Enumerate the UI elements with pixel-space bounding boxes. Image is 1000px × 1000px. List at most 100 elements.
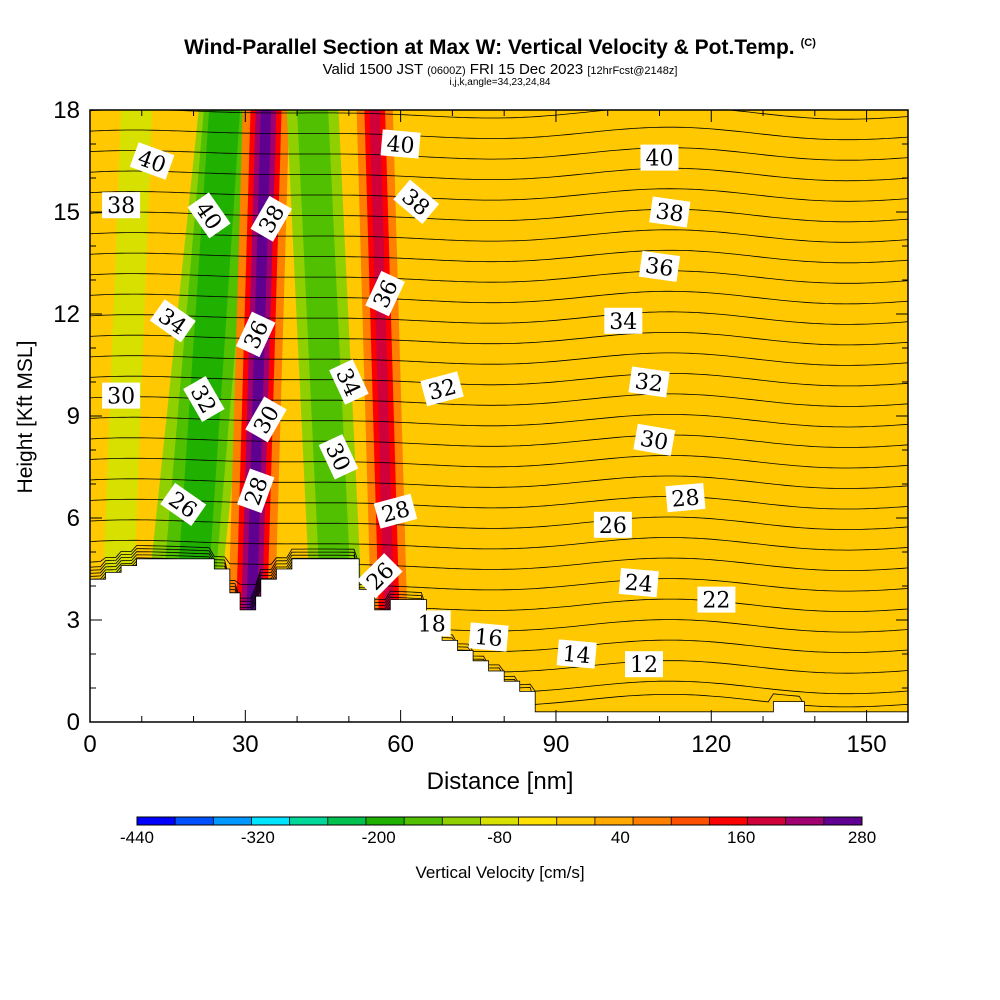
contour-label-bg — [412, 610, 451, 637]
contour-label-bg — [160, 482, 207, 526]
contour-label-bg — [556, 639, 597, 669]
colorbar: -440 -320 -200 -80 40 160 280 — [120, 816, 876, 847]
colorbar-swatch — [404, 817, 443, 825]
x-tick-label: 60 — [387, 731, 414, 758]
colorbar-label: Vertical Velocity [cm/s] — [415, 863, 585, 882]
isentrope-24 — [90, 455, 908, 469]
contour-label-bg — [245, 396, 287, 443]
colorbar-swatch — [671, 817, 710, 825]
x-axis-label: Distance [nm] — [426, 768, 574, 795]
colorbar-tick-label: 40 — [611, 828, 630, 847]
contour-label-27: 24 — [618, 567, 659, 598]
y-tick-label: 6 — [67, 505, 80, 532]
isentrope-27 — [90, 393, 908, 407]
chart-subtitle: Valid 1500 JST (0600Z) FRI 15 Dec 2023 [… — [0, 61, 1000, 78]
contour-label-text: 28 — [670, 485, 700, 512]
colorbar-swatch — [289, 817, 329, 825]
contour-label-text: 16 — [473, 625, 503, 652]
contour-label-text: 12 — [630, 653, 658, 678]
contour-label-bg — [183, 376, 225, 422]
isentrope-39 — [90, 147, 908, 161]
contour-label-bg — [149, 299, 196, 343]
colorbar-tick-label: -200 — [362, 828, 396, 847]
contour-label-29: 18 — [412, 610, 451, 637]
contour-label-text: 36 — [644, 254, 675, 283]
contour-label-text: 24 — [624, 570, 654, 597]
contour-label-bg — [665, 482, 706, 513]
colorbar-swatch — [556, 817, 596, 825]
contour-label-bg — [129, 142, 175, 180]
isentrope-28 — [90, 373, 908, 387]
colorbar-tick-label: -80 — [487, 828, 512, 847]
colorbar-tick-label: 160 — [727, 828, 755, 847]
isentrope-25 — [90, 434, 908, 448]
colorbar-tick-label: -440 — [120, 828, 154, 847]
contour-label-bg — [357, 553, 403, 599]
contour-label-31: 14 — [556, 639, 597, 669]
contour-label-4: 40 — [380, 129, 421, 159]
y-tick-label: 9 — [67, 403, 80, 430]
contour-label-bg — [393, 179, 440, 224]
contour-label-30: 16 — [468, 622, 509, 652]
x-tick-label: 120 — [691, 731, 731, 758]
isentrope-26 — [90, 414, 908, 428]
contour-label-15: 30 — [102, 382, 141, 410]
contour-label-bg — [593, 511, 632, 538]
contour-label-bg — [235, 311, 276, 358]
colorbar-tick-label: 280 — [848, 828, 876, 847]
velocity-band-0 — [100, 110, 153, 654]
isentrope-20 — [90, 537, 908, 551]
colorbar-swatch — [747, 817, 787, 825]
contour-label-bg — [380, 129, 421, 159]
contour-label-bg — [250, 195, 292, 242]
contour-label-1: 38 — [102, 192, 141, 219]
contour-label-bg — [618, 567, 659, 598]
contour-label-bg — [329, 359, 369, 405]
colorbar-swatch — [365, 817, 405, 825]
isentrope-32 — [90, 290, 908, 305]
isentrope-37 — [90, 188, 908, 202]
contour-label-bg — [625, 651, 663, 678]
contour-label-28: 22 — [697, 586, 736, 614]
contour-label-bg — [236, 468, 275, 514]
isentrope-36 — [90, 208, 908, 223]
colorbar-swatch — [785, 817, 825, 825]
colorbar-swatch — [518, 817, 558, 825]
colorbar-swatch — [633, 817, 672, 825]
contour-label-bg — [628, 366, 670, 398]
isentrope-35 — [90, 229, 908, 243]
contour-label-text: 30 — [638, 427, 670, 456]
velocity-band-13 — [830, 110, 908, 654]
isentrope-22 — [90, 496, 908, 510]
colorbar-swatch — [213, 817, 252, 825]
contour-label-25: 26 — [593, 511, 632, 539]
contour-label-6: 40 — [640, 144, 679, 172]
terrain — [90, 558, 908, 722]
contour-label-bg — [633, 423, 676, 456]
contour-label-bg — [604, 307, 643, 334]
contour-label-text: 22 — [702, 589, 730, 614]
subtitle-valid: Valid 1500 JST — [322, 61, 423, 78]
x-tick-label: 90 — [543, 731, 570, 758]
contour-label-bg — [365, 270, 405, 317]
colorbar-swatch — [327, 817, 367, 825]
contour-label-bg — [373, 493, 418, 529]
contour-label-text: 34 — [609, 310, 637, 335]
subtitle-zulu: (0600Z) — [427, 65, 466, 77]
chart-title-tag: (C) — [800, 37, 816, 49]
isentrope-31 — [90, 311, 908, 325]
chart-title-text: Wind-Parallel Section at Max W: Vertical… — [184, 36, 795, 59]
contour-label-text: 26 — [599, 514, 627, 539]
contour-label-text: 40 — [646, 147, 674, 172]
y-tick-label: 3 — [67, 607, 80, 634]
colorbar-swatch — [251, 817, 291, 825]
x-tick-label: 150 — [847, 731, 887, 758]
isentrope-18 — [90, 548, 908, 592]
colorbar-tick-label: -320 — [241, 828, 275, 847]
isentrope-34 — [90, 249, 908, 264]
contour-label-20: 30 — [633, 423, 676, 456]
isentrope-33 — [90, 270, 908, 284]
contour-label-text: 38 — [107, 194, 135, 219]
velocity-band-7 — [245, 110, 272, 654]
